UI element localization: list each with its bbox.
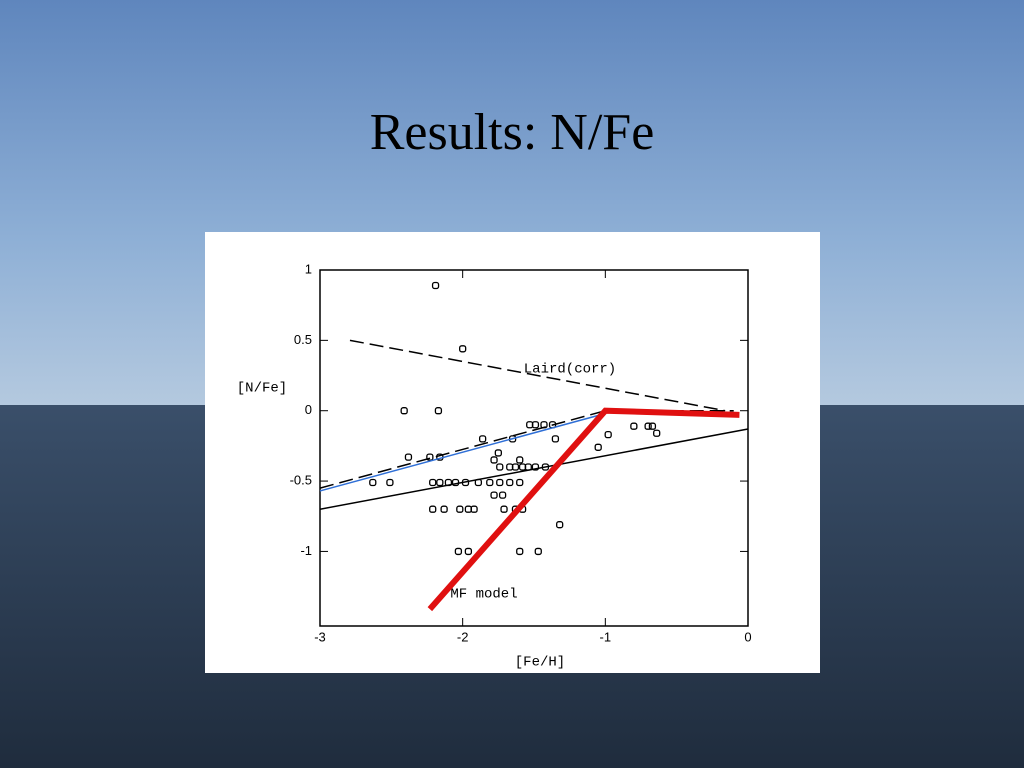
point (630, 422, 638, 430)
point (436, 478, 444, 487)
x-axis-label: [Fe/H] (515, 655, 565, 671)
point (506, 478, 514, 487)
x-tick-label: -1 (600, 629, 612, 644)
point (604, 430, 612, 439)
line (349, 339, 726, 412)
point (400, 407, 408, 415)
point (369, 478, 377, 487)
point (494, 449, 502, 457)
point (534, 547, 542, 556)
x-tick-label: 0 (744, 629, 751, 644)
point (464, 547, 473, 556)
point (531, 463, 540, 471)
point (454, 547, 463, 556)
point (456, 505, 464, 513)
y-tick-label: 0.5 (294, 332, 312, 347)
y-axis-label: [N/Fe] (237, 381, 287, 397)
point (551, 435, 560, 443)
point (404, 453, 413, 461)
x-tick-label: -3 (314, 629, 326, 644)
point (531, 421, 540, 429)
point (511, 463, 520, 471)
y-tick-label: -0.5 (290, 473, 312, 488)
y-tick-label: 0 (305, 402, 312, 417)
point (478, 435, 487, 443)
y-tick-label: -1 (300, 543, 312, 558)
point (490, 456, 498, 464)
x-tick-label: -2 (457, 629, 469, 644)
point (498, 491, 507, 499)
point (516, 547, 524, 556)
point (496, 463, 504, 471)
point (516, 478, 524, 487)
point (490, 491, 498, 499)
annotation: MF model (450, 587, 517, 603)
point (451, 478, 460, 487)
point (594, 443, 602, 451)
point (426, 453, 434, 461)
point (496, 478, 504, 487)
line (319, 412, 606, 492)
point (434, 407, 443, 415)
plot-frame (319, 269, 749, 627)
point (440, 505, 448, 513)
slide-title: Results: N/Fe (370, 104, 655, 161)
chart-panel (205, 232, 820, 673)
point (556, 521, 564, 529)
point (470, 505, 478, 513)
point (648, 422, 657, 430)
point (386, 478, 394, 487)
y-tick-label: 1 (305, 261, 312, 276)
point (431, 281, 440, 290)
point (644, 422, 652, 430)
point (653, 429, 661, 437)
point (429, 505, 437, 513)
line (427, 407, 740, 612)
point (500, 505, 508, 513)
point (486, 478, 494, 487)
point (459, 345, 467, 353)
line (319, 428, 749, 510)
point (429, 478, 437, 487)
annotation: Laird(corr) (524, 362, 616, 378)
point (516, 456, 524, 464)
